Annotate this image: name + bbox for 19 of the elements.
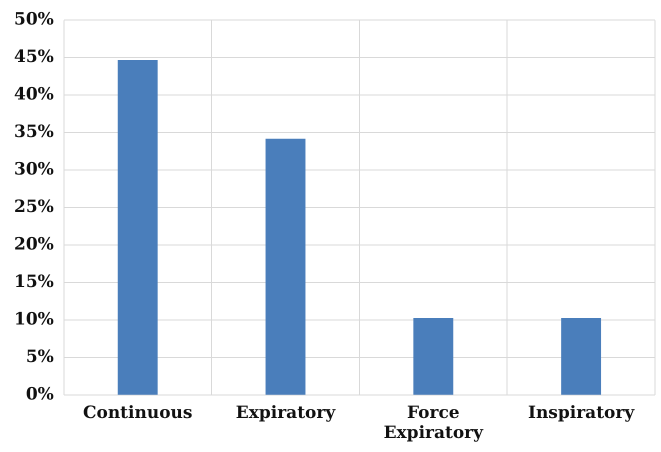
y-tick-label: 25%: [14, 197, 54, 218]
x-tick-label: Inspiratory: [528, 402, 636, 423]
bar: [266, 138, 306, 395]
x-tick-label: Expiratory: [236, 402, 336, 423]
x-tick-label: Force Expiratory: [384, 402, 484, 444]
y-tick-label: 15%: [14, 272, 54, 292]
bar: [413, 318, 454, 395]
y-tick-label: 40%: [14, 84, 54, 105]
y-tick-label: 45%: [14, 47, 54, 68]
bar: [561, 318, 602, 395]
y-tick-label: 10%: [14, 310, 54, 330]
y-tick-label: 5%: [26, 347, 54, 368]
bar: [118, 60, 158, 395]
y-tick-label: 30%: [14, 160, 54, 180]
y-tick-label: 50%: [14, 10, 54, 30]
x-tick-label: Continuous: [82, 402, 192, 423]
y-tick-label: 35%: [14, 122, 54, 142]
y-tick-label: 20%: [14, 234, 54, 255]
y-tick-label: 0%: [26, 384, 54, 405]
